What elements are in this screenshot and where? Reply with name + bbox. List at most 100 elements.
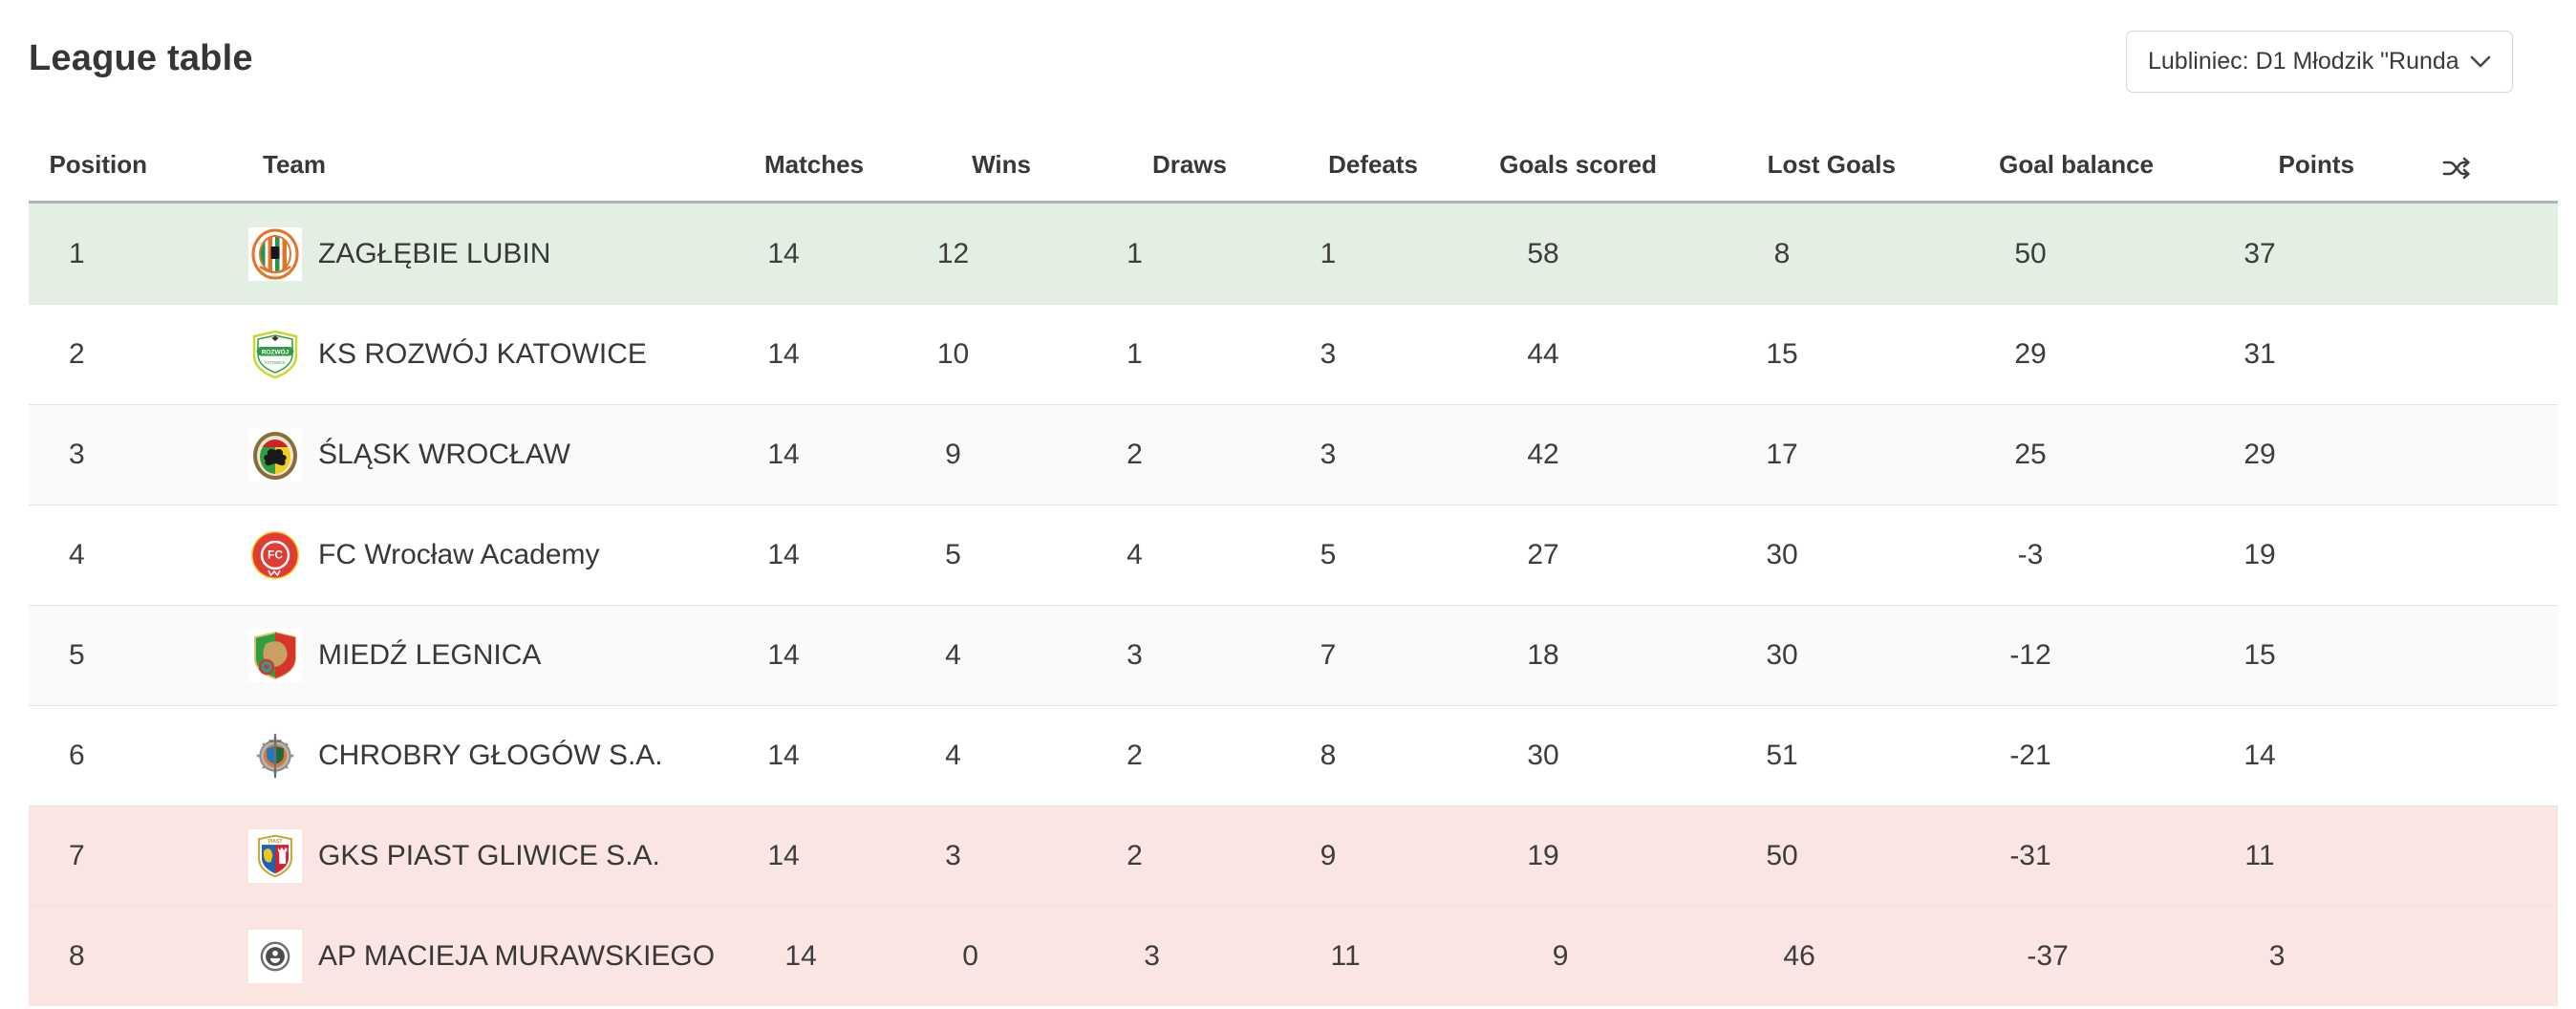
goals-scored-cell: 27 [1527, 539, 1559, 570]
draws-cell: 1 [1127, 237, 1143, 269]
position-cell: 2 [69, 338, 85, 370]
defeats-cell: 9 [1320, 840, 1337, 871]
draws-cell: 3 [1144, 940, 1160, 972]
defeats-cell: 5 [1320, 539, 1337, 570]
wins-cell: 12 [936, 237, 970, 269]
points-cell: 37 [2243, 237, 2276, 269]
competition-select[interactable]: Lubliniec: D1 Młodzik "Runda I [2126, 31, 2513, 93]
chevron-down-icon [2470, 55, 2491, 69]
wins-cell: 0 [962, 940, 978, 972]
table-row[interactable]: 3 ŚLĄSK WROCŁAW 14 9 2 3 42 [29, 404, 2558, 504]
lost-goals-cell: 30 [1766, 639, 1798, 671]
defeats-cell: 7 [1320, 639, 1337, 671]
rozwoj-katowice-crest: ROZWÓJ KATOWICE [248, 328, 302, 381]
points-cell: 15 [2243, 639, 2276, 671]
matches-cell: 14 [767, 439, 800, 470]
position-cell: 7 [69, 840, 85, 871]
team-cell: AP MACIEJA MURAWSKIEGO [153, 930, 715, 983]
matches-cell: 14 [767, 840, 800, 871]
position-cell: 1 [69, 237, 85, 269]
team-cell: FC FC Wrocław Academy [153, 528, 698, 582]
matches-cell: 14 [767, 539, 800, 570]
points-cell: 3 [2268, 940, 2286, 972]
col-header-points: Points [2278, 150, 2354, 179]
col-header-draws: Draws [1151, 150, 1227, 179]
points-cell: 14 [2243, 740, 2276, 771]
position-cell: 8 [69, 940, 85, 972]
draws-cell: 2 [1127, 840, 1143, 871]
matches-cell: 14 [767, 740, 800, 771]
team-cell: ROZWÓJ KATOWICE KS ROZWÓJ KATOWICE [153, 328, 698, 381]
team-cell: ŚLĄSK WROCŁAW [153, 428, 698, 482]
slask-wroclaw-crest [248, 428, 302, 482]
goals-scored-cell: 58 [1527, 237, 1559, 269]
goal-balance-cell: -21 [2009, 740, 2051, 771]
wins-cell: 10 [936, 338, 970, 370]
competition-select-value: Lubliniec: D1 Młodzik "Runda I [2148, 48, 2460, 75]
col-header-team: Team [263, 150, 326, 179]
lost-goals-cell: 30 [1766, 539, 1798, 570]
team-name: ŚLĄSK WROCŁAW [318, 439, 570, 470]
table-row[interactable]: 5 MIEDŹ LEGNICA 14 4 3 7 18 30 -12 15 [29, 605, 2558, 705]
defeats-cell: 11 [1330, 940, 1361, 972]
team-name: KS ROZWÓJ KATOWICE [318, 338, 647, 370]
table-header-row: Position Team Matches Wins Draws Defeats… [29, 134, 2558, 204]
fc-wroclaw-academy-crest: FC [248, 528, 302, 582]
goal-balance-cell: -12 [2009, 639, 2051, 671]
lost-goals-cell: 17 [1766, 439, 1798, 470]
defeats-cell: 3 [1320, 338, 1337, 370]
lost-goals-cell: 8 [1773, 237, 1791, 269]
col-header-defeats: Defeats [1328, 150, 1418, 179]
table-row[interactable]: 8 AP MACIEJA MURAWSKIEGO 14 0 3 11 9 46 … [29, 906, 2558, 1006]
matches-cell: 14 [767, 639, 800, 671]
draws-cell: 2 [1127, 740, 1143, 771]
position-cell: 3 [69, 439, 85, 470]
team-cell: MIEDŹ LEGNICA [153, 629, 698, 682]
table-row[interactable]: 2 ROZWÓJ KATOWICE KS ROZWÓJ KATOWICE 14 … [29, 304, 2558, 404]
table-row[interactable]: 7 PIAST GKS PIAST GLIWICE S.A. 14 3 2 9 … [29, 805, 2558, 906]
team-name: AP MACIEJA MURAWSKIEGO [318, 940, 716, 972]
col-header-lost-goals: Lost Goals [1767, 150, 1896, 179]
goals-scored-cell: 30 [1527, 740, 1559, 771]
team-name: MIEDŹ LEGNICA [318, 639, 542, 671]
defeats-cell: 3 [1320, 439, 1337, 470]
position-cell: 4 [69, 539, 85, 570]
lost-goals-cell: 15 [1766, 338, 1798, 370]
table-row[interactable]: 4 FC FC Wrocław Academy 14 5 4 5 27 30 -… [29, 504, 2558, 605]
page-title: League table [29, 38, 253, 78]
goal-balance-cell: 25 [2014, 439, 2047, 470]
defeats-cell: 8 [1320, 740, 1337, 771]
goal-balance-cell: 29 [2014, 338, 2047, 370]
goals-scored-cell: 9 [1552, 940, 1569, 972]
topbar: League table Lubliniec: D1 Młodzik "Rund… [0, 0, 2576, 134]
shuffle-icon[interactable] [2442, 157, 2471, 180]
svg-text:PIAST: PIAST [268, 839, 283, 845]
miedz-legnica-crest [248, 629, 302, 682]
lost-goals-cell: 46 [1783, 940, 1815, 972]
svg-text:KATOWICE: KATOWICE [265, 360, 286, 365]
team-name: GKS PIAST GLIWICE S.A. [318, 840, 660, 871]
col-header-position: Position [49, 150, 147, 179]
col-header-goal-balance: Goal balance [1999, 150, 2154, 179]
wins-cell: 5 [945, 539, 961, 570]
wins-cell: 3 [945, 840, 961, 871]
goal-balance-cell: 50 [2014, 237, 2047, 269]
team-cell: PIAST GKS PIAST GLIWICE S.A. [153, 829, 698, 883]
chrobry-glogow-crest [248, 729, 302, 783]
table-row[interactable]: 6 CHROBRY GŁOGÓW S.A. 14 4 [29, 705, 2558, 805]
matches-cell: 14 [767, 237, 800, 269]
wins-cell: 9 [945, 439, 961, 470]
ap-macieja-murawskiego-crest [248, 930, 302, 983]
goals-scored-cell: 42 [1527, 439, 1559, 470]
draws-cell: 4 [1127, 539, 1143, 570]
goal-balance-cell: -3 [2017, 539, 2044, 570]
goal-balance-cell: -37 [2027, 940, 2069, 972]
team-cell: CHROBRY GŁOGÓW S.A. [153, 729, 698, 783]
league-table: Position Team Matches Wins Draws Defeats… [29, 134, 2558, 1006]
table-row[interactable]: 1 [29, 204, 2558, 304]
points-cell: 11 [2244, 840, 2275, 871]
piast-gliwice-crest: PIAST [248, 829, 302, 883]
svg-text:ROZWÓJ: ROZWÓJ [262, 347, 290, 355]
team-name: ZAGŁĘBIE LUBIN [318, 237, 551, 269]
wins-cell: 4 [945, 639, 961, 671]
